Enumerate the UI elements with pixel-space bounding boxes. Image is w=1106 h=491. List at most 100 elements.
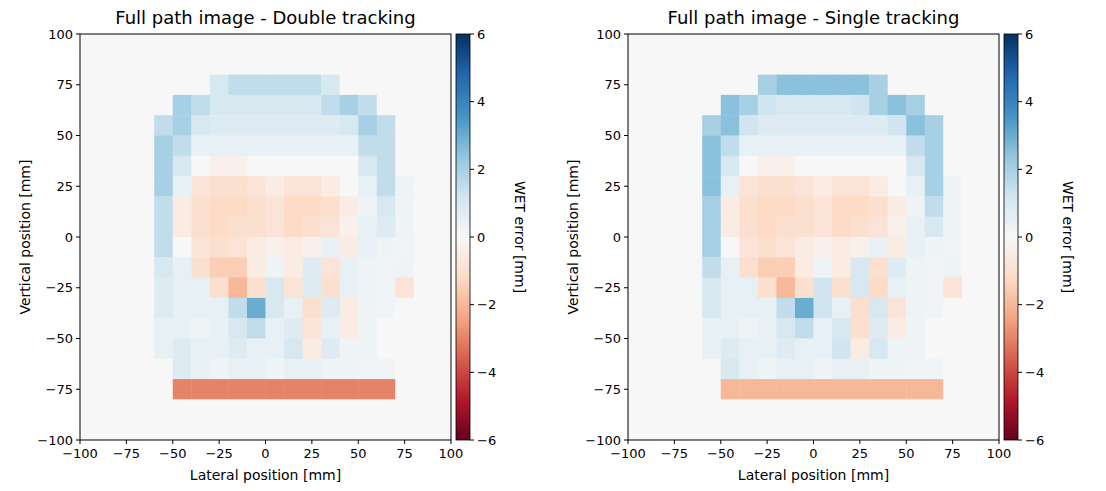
heatmap-cell	[665, 115, 684, 136]
colorbar-tick	[470, 101, 474, 102]
heatmap-cell	[776, 156, 795, 177]
heatmap-cell	[228, 115, 247, 136]
heatmap-cell	[814, 217, 833, 238]
heatmap-cell	[925, 420, 944, 440]
heatmap-cell	[154, 278, 173, 299]
heatmap-cell	[377, 318, 396, 339]
heatmap-cell	[647, 136, 666, 157]
heatmap-cell	[80, 75, 99, 96]
heatmap-cell	[832, 257, 851, 278]
heatmap-cell	[266, 75, 285, 96]
heatmap-cell	[99, 257, 118, 278]
heatmap-cell	[191, 95, 210, 116]
heatmap-cell	[814, 115, 833, 136]
heatmap-cell	[980, 156, 999, 177]
heatmap-cell	[888, 196, 907, 217]
heatmap-cell	[925, 237, 944, 258]
heatmap-cell	[721, 420, 740, 440]
y-tick-label: −75	[594, 382, 621, 397]
heatmap-cell	[228, 278, 247, 299]
heatmap-cell	[321, 217, 340, 238]
heatmap-cell	[647, 298, 666, 319]
heatmap-cell	[814, 359, 833, 380]
colorbar-tick-label: 2	[477, 162, 485, 177]
heatmap-cell	[136, 339, 155, 360]
heatmap-cell	[962, 115, 981, 136]
heatmap-cell	[432, 237, 451, 258]
heatmap-cell	[758, 278, 777, 299]
heatmap-cell	[943, 156, 962, 177]
heatmap-cell	[414, 257, 433, 278]
heatmap-cell	[99, 237, 118, 258]
heatmap-cell	[154, 136, 173, 157]
heatmap-cell	[943, 399, 962, 420]
heatmap-cell	[117, 318, 136, 339]
heatmap-cell	[962, 217, 981, 238]
heatmap-cell	[377, 217, 396, 238]
heatmap-cell	[414, 298, 433, 319]
heatmap-cell	[395, 156, 414, 177]
heatmap-cell	[340, 75, 359, 96]
x-tick	[358, 440, 359, 444]
x-tick	[80, 440, 81, 444]
heatmap-cell	[684, 95, 703, 116]
heatmap-cell	[321, 95, 340, 116]
title: Full path image - Single tracking	[668, 7, 960, 28]
heatmap-cell	[980, 318, 999, 339]
heatmap-cell	[173, 420, 192, 440]
heatmap-cell	[340, 399, 359, 420]
heatmap-cell	[758, 196, 777, 217]
heatmap-cell	[414, 136, 433, 157]
heatmap-cell	[739, 339, 758, 360]
heatmap-cell	[869, 54, 888, 75]
x-tick	[767, 440, 768, 444]
heatmap-cell	[628, 278, 647, 299]
heatmap-cell	[943, 420, 962, 440]
heatmap-cell	[832, 318, 851, 339]
heatmap-cell	[432, 156, 451, 177]
heatmap-cell	[758, 379, 777, 400]
heatmap-cell	[173, 136, 192, 157]
heatmap-cell	[684, 34, 703, 55]
heatmap-cell	[925, 176, 944, 197]
heatmap-cell	[321, 257, 340, 278]
x-tick-label: 25	[852, 446, 869, 461]
heatmap-cell	[906, 278, 925, 299]
heatmap-cell	[228, 379, 247, 400]
heatmap-cell	[414, 379, 433, 400]
x-tick-label: −75	[113, 446, 140, 461]
heatmap-cell	[906, 156, 925, 177]
heatmap-cell	[228, 298, 247, 319]
heatmap-cell	[647, 34, 666, 55]
heatmap-cell	[136, 237, 155, 258]
heatmap-cell	[647, 176, 666, 197]
x-tick	[172, 440, 173, 444]
heatmap-cell	[377, 257, 396, 278]
heatmap-cell	[228, 237, 247, 258]
heatmap-cell	[851, 95, 870, 116]
heatmap-cell	[776, 339, 795, 360]
heatmap-cell	[906, 136, 925, 157]
heatmap-cell	[340, 298, 359, 319]
heatmap-cell	[284, 237, 303, 258]
heatmap-cell	[377, 156, 396, 177]
colorbar-tick	[1018, 169, 1022, 170]
heatmap-cell	[943, 318, 962, 339]
colorbar-title: WET error [mm]	[1060, 181, 1076, 293]
heatmap-cell	[814, 237, 833, 258]
heatmap-cell	[832, 136, 851, 157]
heatmap-cell	[795, 339, 814, 360]
heatmap-cell	[284, 379, 303, 400]
heatmap-cell	[321, 339, 340, 360]
heatmap-cell	[303, 298, 322, 319]
heatmap-cell	[962, 237, 981, 258]
heatmap-cell	[284, 95, 303, 116]
heatmap-cell	[247, 217, 266, 238]
heatmap-cell	[432, 136, 451, 157]
heatmap-cell	[906, 298, 925, 319]
heatmap-cell	[395, 318, 414, 339]
heatmap-cell	[684, 318, 703, 339]
heatmap-cell	[869, 420, 888, 440]
heatmap-cell	[414, 95, 433, 116]
heatmap-cell	[795, 54, 814, 75]
